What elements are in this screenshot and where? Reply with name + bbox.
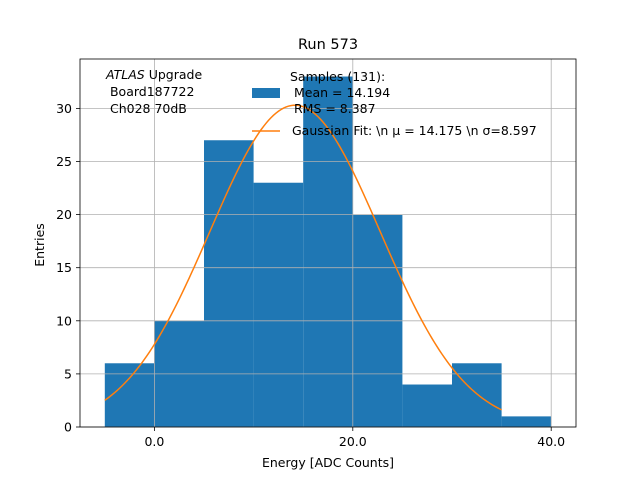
gaussian-fit-line <box>104 104 502 411</box>
histogram-bar-9 <box>501 416 552 427</box>
x-tick-label-1: 0.0 <box>144 434 164 449</box>
chart-title: Run 573 <box>298 37 358 53</box>
atlas-annotation: ATLAS Upgrade Board187722 Ch028 70dB <box>105 67 202 116</box>
x-axis-ticks: 0.0 20.0 40.0 <box>144 427 565 449</box>
legend-samples-line-3: RMS = 8.387 <box>290 101 376 116</box>
histogram-bar-4 <box>253 182 304 427</box>
annotation-atlas-word: ATLAS <box>105 67 145 82</box>
histogram-bar-3 <box>204 140 254 427</box>
legend: Samples (131): Mean = 14.194 RMS = 8.387… <box>252 69 537 138</box>
plot-area: 0.0 20.0 40.0 0 5 10 15 20 25 30 <box>56 58 577 449</box>
y-tick-label-7: 30 <box>56 101 72 116</box>
y-tick-label-1: 0 <box>64 420 72 435</box>
annotation-line-1: ATLAS Upgrade <box>105 67 202 82</box>
legend-samples-line-2: Mean = 14.194 <box>290 85 390 100</box>
annotation-line-2: Board187722 <box>106 84 194 99</box>
y-tick-label-2: 5 <box>64 366 72 381</box>
legend-samples-swatch <box>252 88 280 98</box>
y-tick-label-3: 10 <box>56 313 72 328</box>
axes-frame <box>79 58 577 428</box>
x-tick-label-2: 20.0 <box>339 434 367 449</box>
annotation-line-3: Ch028 70dB <box>106 101 187 116</box>
y-axis-label: Entries <box>32 223 47 267</box>
annotation-upgrade-word: Upgrade <box>145 67 203 82</box>
y-axis-ticks: 0 5 10 15 20 25 30 <box>56 101 80 435</box>
legend-samples-line-1: Samples (131): <box>290 69 385 84</box>
histogram-bar-8 <box>452 363 502 427</box>
x-axis-label: Energy [ADC Counts] <box>262 455 394 470</box>
histogram-bar-5 <box>303 76 353 428</box>
legend-fit-label: Gaussian Fit: \n μ = 14.175 \n σ=8.597 <box>292 123 537 138</box>
y-tick-label-5: 20 <box>56 207 72 222</box>
x-tick-label-3: 40.0 <box>537 434 565 449</box>
histogram-bar-7 <box>402 384 452 427</box>
y-tick-label-4: 15 <box>56 260 72 275</box>
y-tick-label-6: 25 <box>56 154 72 169</box>
